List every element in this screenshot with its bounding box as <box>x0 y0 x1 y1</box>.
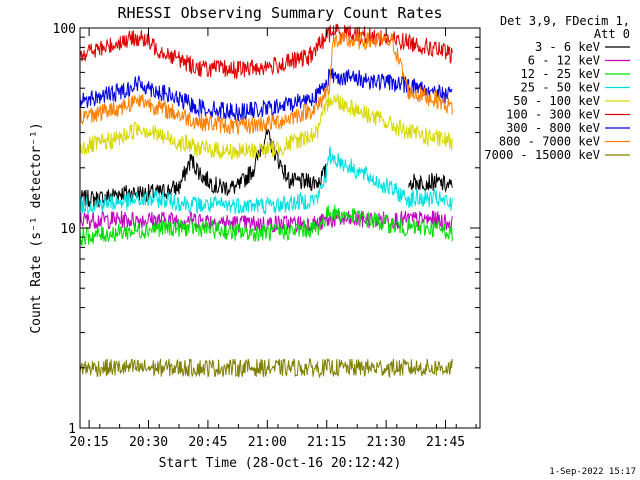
y-axis-label: Count Rate (s⁻¹ detector⁻¹) <box>29 122 44 333</box>
legend-label: 800 - 7000 keV <box>499 135 600 149</box>
legend-header: Det 3,9, FDecim 1, <box>500 14 630 28</box>
series-line <box>79 357 453 379</box>
y-tick-label: 100 <box>53 22 76 37</box>
legend-label: 7000 - 15000 keV <box>484 148 600 162</box>
series-layer <box>79 23 453 379</box>
x-tick-label: 21:45 <box>426 435 465 450</box>
legend-label: 12 - 25 keV <box>521 67 600 81</box>
legend-header: Att 0 <box>594 27 630 41</box>
series-line <box>79 123 453 209</box>
legend-label: 100 - 300 keV <box>506 108 600 122</box>
x-tick-label: 21:15 <box>307 435 346 450</box>
x-axis-label: Start Time (28-Oct-16 20:12:42) <box>159 456 402 471</box>
series-line <box>79 23 453 80</box>
series-line <box>79 31 453 135</box>
footer-date: 1-Sep-2022 15:17 <box>549 467 636 477</box>
legend-label: 300 - 800 keV <box>506 121 600 135</box>
legend-label: 3 - 6 keV <box>535 40 600 54</box>
axes-layer: 20:15 20:30 20:45 21:00 21:15 21:30 21:45 1 10 10… <box>53 22 481 450</box>
x-tick-label: 20:30 <box>129 435 168 450</box>
series-line <box>79 93 453 160</box>
chart-title: RHESSI Observing Summary Count Rates <box>117 4 442 22</box>
y-tick-label: 10 <box>60 222 76 237</box>
series-line <box>79 204 453 246</box>
x-tick-label: 21:30 <box>367 435 406 450</box>
y-tick-label: 1 <box>68 422 76 437</box>
x-tick-label: 20:15 <box>70 435 109 450</box>
legend-label: 25 - 50 keV <box>521 81 600 95</box>
legend-label: 6 - 12 keV <box>528 54 600 68</box>
x-tick-label: 20:45 <box>188 435 227 450</box>
x-tick-label: 21:00 <box>248 435 287 450</box>
legend-label: 50 - 100 keV <box>513 94 600 108</box>
series-line <box>79 145 453 215</box>
series-line <box>79 68 453 122</box>
